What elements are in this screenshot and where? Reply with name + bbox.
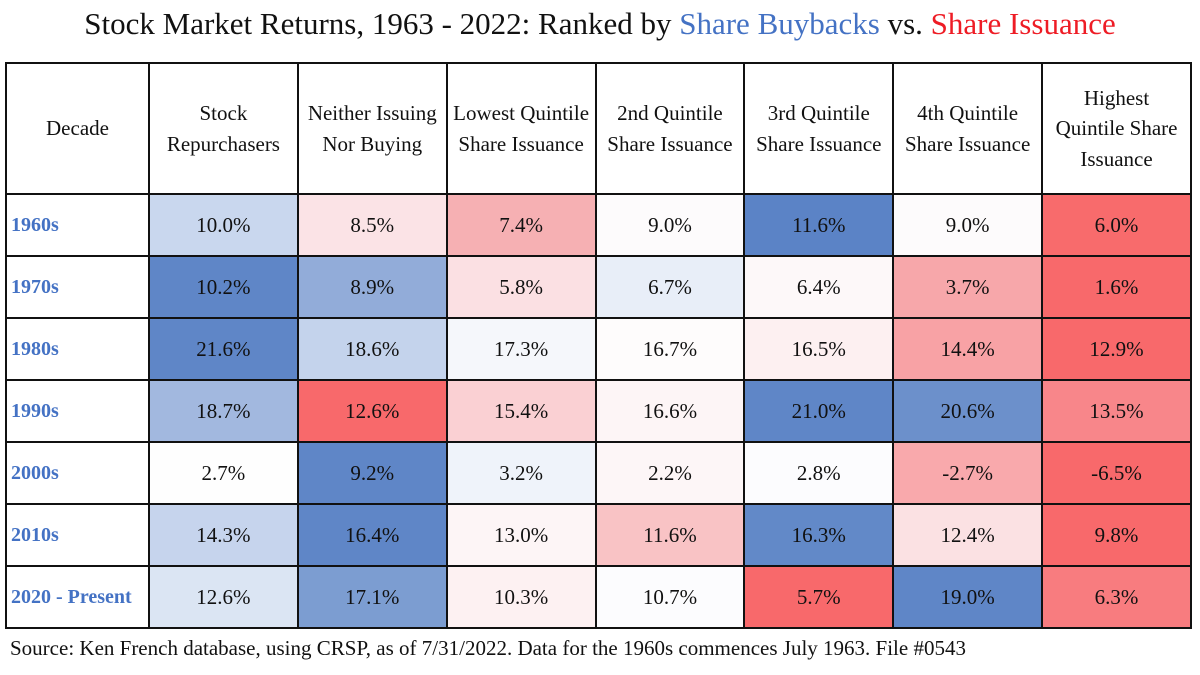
cell: 2.2% bbox=[594, 441, 746, 505]
cell: 13.0% bbox=[445, 503, 597, 567]
cell: 9.0% bbox=[892, 193, 1044, 257]
cell: 21.0% bbox=[743, 379, 895, 443]
column-header: 2nd Quintile Share Issuance bbox=[594, 62, 746, 195]
cell: 6.7% bbox=[594, 255, 746, 319]
row-label: 2000s bbox=[5, 441, 150, 505]
cell: 5.7% bbox=[743, 565, 895, 629]
table-row: 1960s 10.0% 8.5% 7.4% 9.0% 11.6% 9.0% 6.0% bbox=[5, 193, 1192, 257]
cell: 17.1% bbox=[296, 565, 448, 629]
cell: 10.0% bbox=[148, 193, 299, 257]
cell: 10.7% bbox=[594, 565, 746, 629]
cell: 12.6% bbox=[148, 565, 299, 629]
cell: -6.5% bbox=[1041, 441, 1192, 505]
cell: 6.3% bbox=[1041, 565, 1192, 629]
title: Stock Market Returns, 1963 - 2022: Ranke… bbox=[0, 6, 1200, 42]
table-row: 1980s 21.6% 18.6% 17.3% 16.7% 16.5% 14.4% 12.9% bbox=[5, 317, 1192, 381]
header-row: Decade Stock Repurchasers Neither Issuing … bbox=[5, 62, 1192, 195]
cell: 11.6% bbox=[594, 503, 746, 567]
cell: 14.3% bbox=[148, 503, 299, 567]
row-label: 2020 - Present bbox=[5, 565, 150, 629]
cell: 3.2% bbox=[445, 441, 597, 505]
cell: 19.0% bbox=[892, 565, 1044, 629]
cell: 8.5% bbox=[296, 193, 448, 257]
row-label: 1990s bbox=[5, 379, 150, 443]
row-label: 1980s bbox=[5, 317, 150, 381]
returns-table: Decade Stock Repurchasers Neither Issuing … bbox=[5, 62, 1192, 629]
cell: 9.8% bbox=[1041, 503, 1192, 567]
column-header: Decade bbox=[5, 62, 150, 195]
cell: 2.8% bbox=[743, 441, 895, 505]
cell: 11.6% bbox=[743, 193, 895, 257]
cell: 20.6% bbox=[892, 379, 1044, 443]
cell: 12.4% bbox=[892, 503, 1044, 567]
cell: 9.2% bbox=[296, 441, 448, 505]
cell: 10.3% bbox=[445, 565, 597, 629]
table-row: 2010s 14.3% 16.4% 13.0% 11.6% 16.3% 12.4% 9.8% bbox=[5, 503, 1192, 567]
cell: 16.3% bbox=[743, 503, 895, 567]
cell: 16.4% bbox=[296, 503, 448, 567]
cell: 8.9% bbox=[296, 255, 448, 319]
table-row: 2000s 2.7% 9.2% 3.2% 2.2% 2.8% -2.7% -6.5% bbox=[5, 441, 1192, 505]
title-part: Share Issuance bbox=[930, 6, 1116, 41]
cell: 2.7% bbox=[148, 441, 299, 505]
cell: 12.6% bbox=[296, 379, 448, 443]
source-note: Source: Ken French database, using CRSP,… bbox=[10, 636, 966, 660]
cell: 21.6% bbox=[148, 317, 299, 381]
cell: 18.6% bbox=[296, 317, 448, 381]
title-part: vs. bbox=[879, 6, 931, 41]
cell: 3.7% bbox=[892, 255, 1044, 319]
cell: 15.4% bbox=[445, 379, 597, 443]
column-header: Stock Repurchasers bbox=[148, 62, 299, 195]
cell: 6.0% bbox=[1041, 193, 1192, 257]
table-row: 2020 - Present 12.6% 17.1% 10.3% 10.7% 5.7% 19… bbox=[5, 565, 1192, 629]
column-header: Lowest Quintile Share Issuance bbox=[445, 62, 597, 195]
cell: 7.4% bbox=[445, 193, 597, 257]
table-row: 1990s 18.7% 12.6% 15.4% 16.6% 21.0% 20.6% 13.5% bbox=[5, 379, 1192, 443]
row-label: 1970s bbox=[5, 255, 150, 319]
row-label: 1960s bbox=[5, 193, 150, 257]
cell: 10.2% bbox=[148, 255, 299, 319]
title-part: Share Buybacks bbox=[679, 6, 880, 41]
cell: 17.3% bbox=[445, 317, 597, 381]
row-label: 2010s bbox=[5, 503, 150, 567]
table-row: 1970s 10.2% 8.9% 5.8% 6.7% 6.4% 3.7% 1.6% bbox=[5, 255, 1192, 319]
cell: 18.7% bbox=[148, 379, 299, 443]
column-header: Neither Issuing Nor Buying bbox=[296, 62, 448, 195]
cell: -2.7% bbox=[892, 441, 1044, 505]
cell: 12.9% bbox=[1041, 317, 1192, 381]
cell: 6.4% bbox=[743, 255, 895, 319]
title-part: Stock Market Returns, 1963 - 2022: Ranke… bbox=[84, 6, 680, 41]
cell: 1.6% bbox=[1041, 255, 1192, 319]
cell: 14.4% bbox=[892, 317, 1044, 381]
cell: 16.7% bbox=[594, 317, 746, 381]
column-header: 4th Quintile Share Issuance bbox=[892, 62, 1044, 195]
table-body: 1960s 10.0% 8.5% 7.4% 9.0% 11.6% 9.0% 6.0% 1970s… bbox=[5, 193, 1192, 629]
cell: 5.8% bbox=[445, 255, 597, 319]
column-header: 3rd Quintile Share Issuance bbox=[743, 62, 895, 195]
cell: 16.5% bbox=[743, 317, 895, 381]
cell: 16.6% bbox=[594, 379, 746, 443]
column-header: Highest Quintile Share Issuance bbox=[1041, 62, 1192, 195]
cell: 9.0% bbox=[594, 193, 746, 257]
cell: 13.5% bbox=[1041, 379, 1192, 443]
